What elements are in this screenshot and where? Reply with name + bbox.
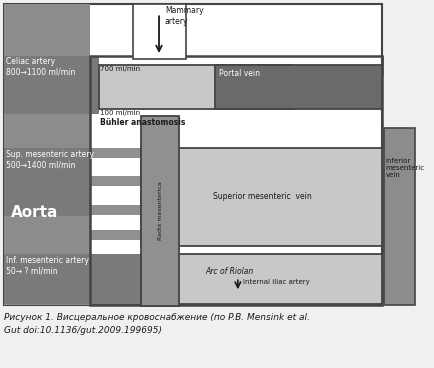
Bar (382, 254, 384, 274)
Text: Inf. mesenteric artery
50→ ? ml/min: Inf. mesenteric artery 50→ ? ml/min (6, 256, 89, 276)
Text: Aorta: Aorta (11, 205, 59, 220)
Text: inferior
mesenteric
vein: inferior mesenteric vein (386, 158, 425, 178)
Bar (90, 205, 141, 215)
Text: Рисунок 1. Висцеральное кровоснабжение (по P.B. Mensink et al.: Рисунок 1. Висцеральное кровоснабжение (… (4, 313, 310, 322)
Bar (4, 56, 90, 114)
Bar (90, 254, 141, 304)
Bar (99, 65, 293, 109)
Bar (141, 116, 180, 306)
Bar (133, 4, 186, 59)
Bar (141, 148, 382, 245)
Bar (4, 254, 90, 304)
Text: Gut doi:10.1136/gut.2009.199695): Gut doi:10.1136/gut.2009.199695) (4, 326, 162, 335)
Bar (90, 148, 141, 158)
Bar (90, 56, 382, 305)
Bar (384, 128, 415, 305)
Bar (90, 176, 141, 186)
Bar (4, 4, 90, 305)
Text: Superior mesenteric  vein: Superior mesenteric vein (213, 192, 311, 201)
Bar (90, 56, 99, 114)
Text: Portal vein: Portal vein (219, 69, 260, 78)
Bar (141, 254, 382, 304)
Text: Celiac artery
800→1100 ml/min: Celiac artery 800→1100 ml/min (6, 57, 76, 77)
Bar (4, 148, 90, 216)
Text: Sup. mesenteric artery
500→1400 ml/min: Sup. mesenteric artery 500→1400 ml/min (6, 150, 94, 170)
Text: Arc of Riolan: Arc of Riolan (206, 268, 254, 276)
Text: 100 ml/min: 100 ml/min (100, 110, 140, 116)
Text: Bühler anastomosis: Bühler anastomosis (100, 118, 185, 127)
Bar (215, 65, 382, 109)
Text: 700 ml/min: 700 ml/min (100, 66, 140, 72)
Bar (382, 56, 384, 76)
Text: Mammary
artery: Mammary artery (165, 6, 204, 26)
Bar (382, 148, 384, 168)
Bar (4, 4, 382, 305)
Text: Internal iliac artery: Internal iliac artery (243, 279, 309, 285)
Bar (90, 230, 141, 240)
Text: Radix mesenterica: Radix mesenterica (158, 181, 162, 240)
